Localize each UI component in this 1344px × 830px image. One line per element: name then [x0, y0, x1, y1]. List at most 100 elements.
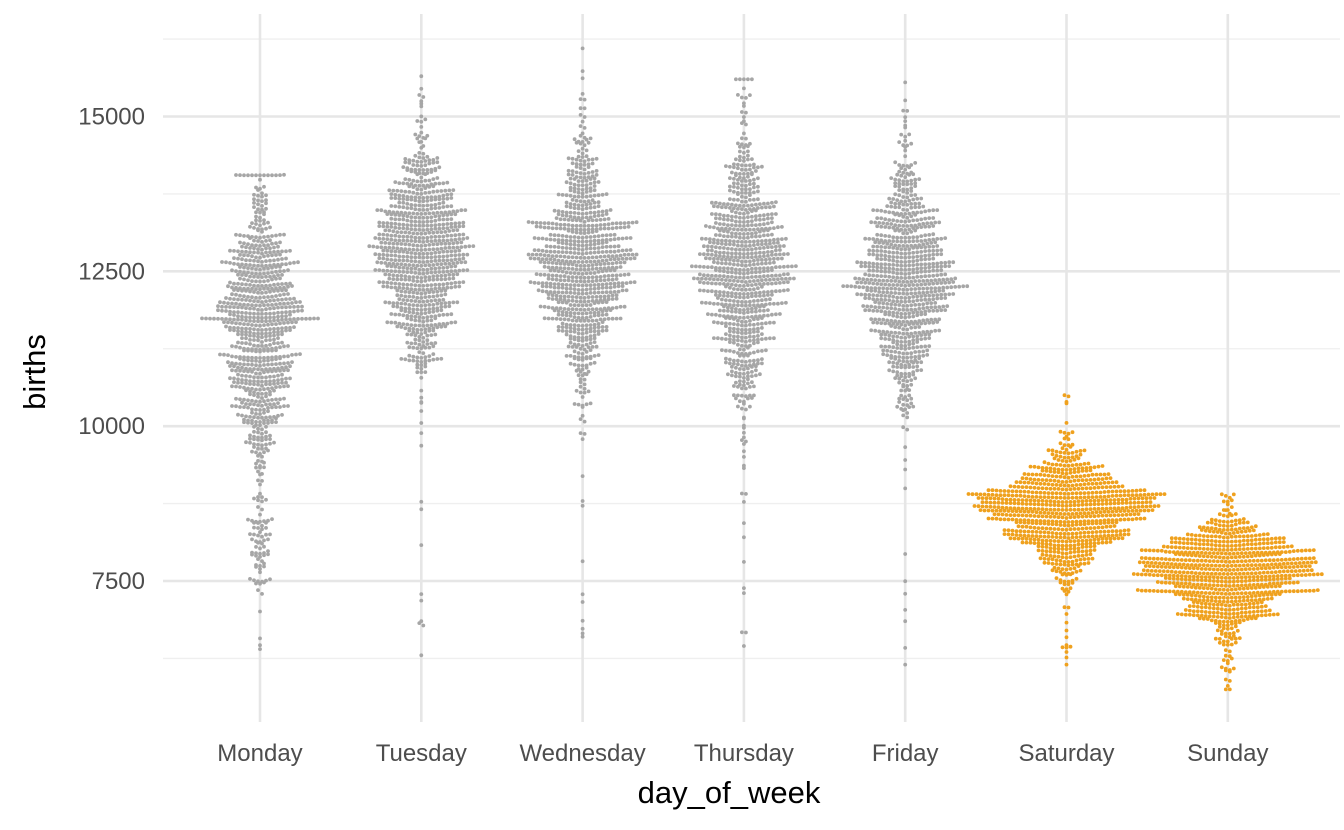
data-point [578, 307, 583, 312]
data-point [901, 304, 906, 308]
data-point [383, 300, 388, 305]
data-point [582, 386, 587, 391]
data-point [736, 198, 740, 202]
data-point [419, 356, 424, 360]
data-point [722, 308, 726, 313]
data-point [250, 449, 254, 454]
data-point [982, 492, 987, 497]
data-point [939, 264, 944, 269]
data-point [853, 284, 858, 289]
data-point [403, 262, 408, 267]
data-point [887, 196, 892, 201]
data-point [923, 245, 928, 250]
data-point [754, 309, 758, 314]
data-point [911, 365, 916, 369]
data-point [262, 421, 266, 425]
data-point [903, 323, 908, 328]
data-point [1044, 466, 1049, 471]
data-point [1120, 484, 1125, 489]
data-point [744, 320, 748, 324]
data-point [256, 469, 260, 474]
data-point [937, 220, 942, 225]
data-point [1080, 538, 1085, 543]
data-point [947, 280, 952, 285]
data-point [1078, 568, 1083, 573]
data-point [909, 325, 914, 330]
data-point [415, 172, 420, 177]
data-point [754, 282, 758, 287]
data-point [596, 286, 601, 291]
data-point [441, 205, 446, 209]
data-point [1026, 494, 1031, 499]
data-point [923, 257, 928, 262]
data-point [427, 307, 432, 311]
data-point [389, 264, 394, 269]
data-point [367, 244, 372, 249]
data-point [1032, 514, 1037, 518]
data-point [911, 283, 916, 287]
data-point [417, 93, 422, 97]
data-point [1040, 498, 1045, 503]
data-point [389, 225, 394, 229]
data-point [264, 290, 268, 295]
data-point [224, 317, 228, 321]
data-point [236, 372, 240, 377]
data-point [734, 370, 738, 375]
data-point [377, 252, 382, 257]
data-point [1074, 558, 1079, 563]
data-point [1022, 533, 1027, 538]
data-point [770, 249, 774, 254]
data-point [754, 169, 758, 173]
data-point [752, 384, 756, 389]
data-point [1040, 514, 1045, 519]
data-point [228, 280, 232, 285]
data-point [1012, 513, 1017, 518]
data-point [260, 499, 264, 504]
data-point [1018, 509, 1023, 514]
data-point [256, 193, 260, 198]
data-point [401, 226, 406, 231]
data-point [929, 290, 934, 294]
data-point [612, 281, 617, 286]
data-point [415, 355, 420, 360]
data-point [935, 293, 940, 297]
data-point [1050, 522, 1055, 527]
data-point [399, 301, 404, 306]
data-point [244, 336, 248, 341]
data-point [413, 195, 418, 200]
data-point [1076, 549, 1081, 554]
data-point [925, 301, 930, 306]
data-point [1050, 531, 1055, 535]
data-point [405, 286, 410, 291]
data-point [385, 268, 390, 273]
data-point [439, 230, 444, 235]
data-point [732, 322, 736, 326]
data-point [457, 268, 462, 273]
data-point [998, 493, 1003, 498]
data-point [903, 138, 908, 143]
data-point [1086, 482, 1091, 486]
data-point [447, 241, 452, 246]
data-point [1082, 491, 1087, 495]
data-point [1074, 491, 1079, 496]
data-point [1104, 476, 1109, 481]
data-point [455, 240, 460, 245]
data-point [1056, 527, 1061, 531]
data-point [270, 265, 274, 270]
data-point [284, 249, 288, 254]
data-point [1006, 532, 1011, 537]
data-point [266, 369, 270, 374]
data-point [752, 197, 756, 202]
data-point [610, 254, 615, 258]
data-point [407, 184, 412, 189]
data-point [895, 283, 900, 287]
data-point [913, 181, 918, 186]
data-point [1116, 513, 1121, 517]
data-point [423, 295, 428, 299]
data-point [548, 237, 553, 242]
data-point [590, 345, 595, 349]
data-point [564, 246, 569, 250]
data-point [901, 319, 906, 324]
data-point [1092, 498, 1097, 503]
data-point [748, 359, 752, 363]
